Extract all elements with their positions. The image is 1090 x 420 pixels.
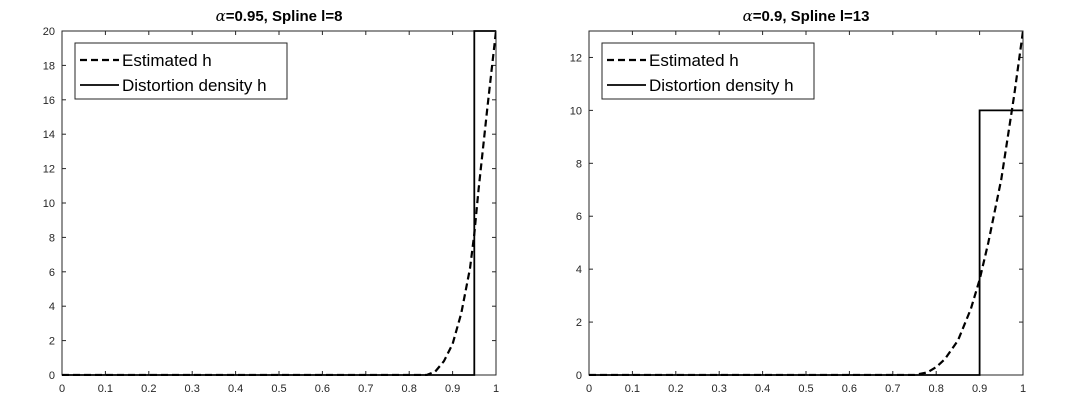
legend: Estimated h Distortion density h (74, 42, 288, 100)
y-tick-label: 20 (43, 26, 55, 38)
series-line-estimated-h (62, 30, 496, 376)
y-tick-label: 6 (49, 267, 55, 279)
x-tick-label: 0.3 (712, 383, 727, 395)
x-tick-label: 0.7 (358, 383, 373, 395)
title-symbol: α (216, 7, 226, 25)
x-tick-label: 0.9 (972, 383, 987, 395)
x-tick-label: 0.3 (185, 383, 200, 395)
x-tick-label: 0.6 (842, 383, 857, 395)
x-tick-label: 1 (493, 383, 499, 395)
y-tick-label: 0 (576, 370, 582, 382)
x-tick-label: 0.1 (625, 383, 640, 395)
chart-2: 0 0.1 0.2 0.3 0.4 0.5 0.6 0.7 0.8 0.9 1024681012α=… (570, 7, 1026, 395)
y-tick-label: 0 (49, 370, 55, 382)
y-tick-label: 12 (570, 52, 582, 64)
legend-label: Estimated h (649, 51, 739, 70)
title-text: =0.9, Spline l=13 (753, 8, 870, 25)
series-line-distortion-density-h (62, 30, 496, 376)
y-tick-label: 4 (49, 301, 55, 313)
y-tick-label: 6 (576, 211, 582, 223)
x-tick-label: 0.8 (929, 383, 944, 395)
chart-title: α=0.95, Spline l=8 (216, 7, 343, 25)
x-tick-label: 0.5 (271, 383, 286, 395)
x-tick-label: 0.6 (315, 383, 330, 395)
x-tick-label: 0.5 (798, 383, 813, 395)
legend-label: Distortion density h (649, 76, 794, 95)
legend-label: Estimated h (122, 51, 212, 70)
x-tick-label: 0 (59, 383, 65, 395)
y-tick-label: 12 (43, 164, 55, 176)
y-tick-label: 16 (43, 95, 55, 107)
title-symbol: α (743, 7, 753, 25)
x-tick-label: 0.1 (98, 383, 113, 395)
x-tick-label: 0.9 (445, 383, 460, 395)
x-tick-label: 0.2 (668, 383, 683, 395)
x-tick-label: 0.4 (755, 383, 770, 395)
x-tick-label: 0 (586, 383, 592, 395)
y-tick-label: 10 (570, 105, 582, 117)
y-tick-label: 2 (576, 317, 582, 329)
y-tick-label: 8 (576, 158, 582, 170)
x-tick-label: 1 (1020, 383, 1026, 395)
y-tick-label: 18 (43, 60, 55, 72)
x-tick-label: 0.2 (141, 383, 156, 395)
title-text: =0.95, Spline l=8 (226, 8, 343, 25)
series-line-distortion-density-h (589, 109, 1023, 376)
legend-box (601, 42, 815, 100)
x-tick-label: 0.7 (885, 383, 900, 395)
chart-1: 0 0.1 0.2 0.3 0.4 0.5 0.6 0.7 0.8 0.9 102468101214… (43, 7, 499, 395)
x-tick-label: 0.4 (228, 383, 243, 395)
y-tick-label: 2 (49, 336, 55, 348)
chart-title: α=0.9, Spline l=13 (743, 7, 870, 25)
legend-box (74, 42, 288, 100)
y-tick-label: 4 (576, 264, 582, 276)
x-tick-label: 0.8 (402, 383, 417, 395)
y-tick-label: 14 (43, 129, 55, 141)
y-tick-label: 8 (49, 232, 55, 244)
legend-label: Distortion density h (122, 76, 267, 95)
legend: Estimated h Distortion density h (601, 42, 815, 100)
y-tick-label: 10 (43, 198, 55, 210)
